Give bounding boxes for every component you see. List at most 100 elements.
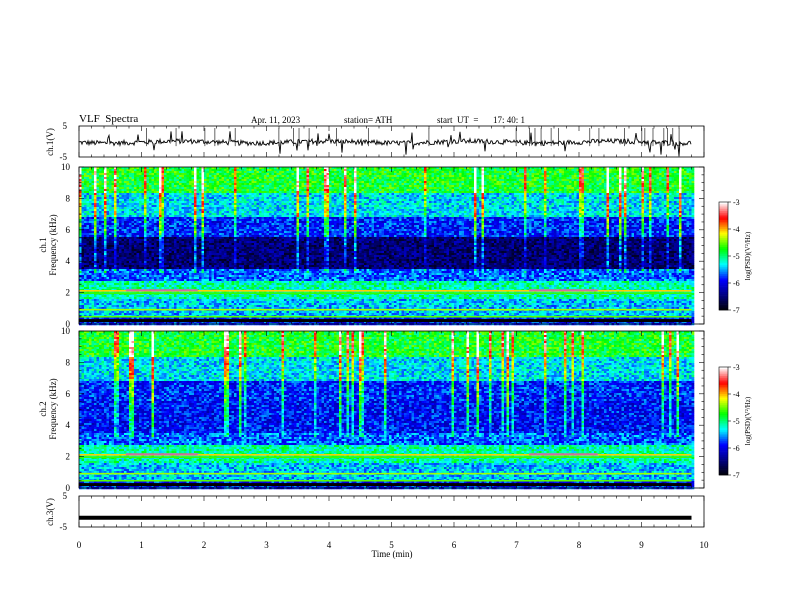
spectrogram-cell [414, 167, 417, 170]
spectrogram-cell [609, 167, 612, 170]
spectrogram-cell [276, 179, 280, 182]
spectrogram-cell [464, 189, 467, 192]
spectrogram-cell [79, 179, 82, 182]
spectrogram-cell [101, 191, 105, 194]
spectrogram-cell [86, 197, 90, 200]
spectrogram-cell [406, 193, 410, 196]
spectrogram-cell [116, 185, 120, 188]
spectrogram-cell [211, 199, 215, 202]
spectrogram-cell [124, 169, 127, 172]
spectrogram-cell [621, 191, 625, 194]
spectrogram-cell [336, 167, 340, 170]
spectrogram-cell [106, 193, 110, 196]
spectrogram-cell [461, 203, 465, 206]
spectrogram-cell [206, 187, 210, 190]
spectrogram-cell [451, 191, 455, 194]
spectrogram-cell [149, 201, 152, 204]
spectrogram-cell [554, 179, 557, 182]
spectrogram-cell [86, 183, 90, 186]
spectrogram-cell [564, 187, 567, 190]
spectrogram-cell [226, 185, 230, 188]
spectrogram-cell [626, 183, 630, 186]
spectrogram-cell [264, 185, 267, 188]
spectrogram-cell [584, 183, 587, 186]
spectrogram-cell [596, 197, 600, 200]
spectrogram-cell [366, 187, 370, 190]
spectrogram-cell [561, 187, 565, 190]
spectrogram-cell [464, 203, 467, 206]
spectrogram-cell [566, 187, 570, 190]
spectrogram-cell [571, 173, 575, 176]
spectrogram-cell [101, 181, 105, 184]
spectrogram-cell [334, 175, 337, 178]
spectrogram-cell [256, 205, 260, 208]
spectrogram-cell [491, 193, 495, 196]
spectrogram-cell [609, 201, 612, 204]
spectrogram-cell [226, 199, 230, 202]
spectrogram-cell [524, 181, 527, 184]
spectrogram-cell [689, 189, 692, 192]
spectrogram-cell [404, 187, 407, 190]
spectrogram-cell [246, 169, 250, 172]
spectrogram-cell [674, 197, 677, 200]
spectrogram-cell [319, 173, 322, 176]
spectrogram-cell [526, 199, 530, 202]
spectrogram-cell [664, 181, 667, 184]
spectrogram-cell [616, 203, 620, 206]
spectrogram-cell [124, 183, 127, 186]
spectrogram-cell [484, 205, 487, 208]
spectrogram-cell [426, 177, 430, 180]
spectrogram-cell [159, 169, 162, 172]
spectrogram-cell [621, 177, 625, 180]
spectrogram-cell [101, 185, 105, 188]
spectrogram-cell [206, 185, 210, 188]
spectrogram-cell [199, 195, 202, 198]
spectrogram-cell [414, 175, 417, 178]
spectrogram-cell [576, 171, 580, 174]
spectrogram-cell [656, 171, 660, 174]
spectrogram-cell [81, 167, 85, 170]
spectrogram-cell [246, 199, 250, 202]
spectrogram-cell [549, 177, 552, 180]
spectrogram-cell [639, 171, 642, 174]
spectrogram-cell [126, 185, 130, 188]
spectrogram-cell [491, 205, 495, 208]
spectrogram-cell [94, 205, 97, 208]
spectrogram-cell [654, 175, 657, 178]
spectrogram-cell [596, 167, 600, 170]
spectrogram-cell [314, 189, 317, 192]
spectrogram-cell [401, 179, 405, 182]
spectrogram-cell [636, 181, 640, 184]
spectrogram-cell [486, 179, 490, 182]
spectrogram-cell [579, 181, 582, 184]
spectrogram-cell [636, 175, 640, 178]
spectrogram-cell [269, 177, 272, 180]
spectrogram-cell [161, 187, 165, 190]
spectrogram-cell [434, 189, 437, 192]
spectrogram-cell [181, 205, 185, 208]
spectrogram-cell [641, 199, 645, 202]
spectrogram-cell [239, 195, 242, 198]
spectrogram-cell [584, 187, 587, 190]
spectrogram-cell [251, 205, 255, 208]
spectrogram-cell [391, 189, 395, 192]
spectrogram-cell [599, 187, 602, 190]
spectrogram-cell [519, 177, 522, 180]
spectrogram-cell [116, 195, 120, 198]
spectrogram-cell [561, 191, 565, 194]
spectrogram-cell [189, 185, 192, 188]
spectrogram-cell [86, 175, 90, 178]
spectrogram-cell [219, 189, 222, 192]
spectrogram-cell [549, 179, 552, 182]
spectrogram-cell [476, 175, 480, 178]
spectrogram-cell [486, 189, 490, 192]
spectrogram-cell [106, 173, 110, 176]
spectrogram-cell [104, 193, 107, 196]
spectrogram-cell [189, 205, 192, 208]
spectrogram-cell [156, 191, 160, 194]
spectrogram-cell [211, 187, 215, 190]
spectrogram-cell [396, 177, 400, 180]
spectrogram-cell [309, 197, 312, 200]
spectrogram-cell [189, 171, 192, 174]
spectrogram-cell [251, 191, 255, 194]
